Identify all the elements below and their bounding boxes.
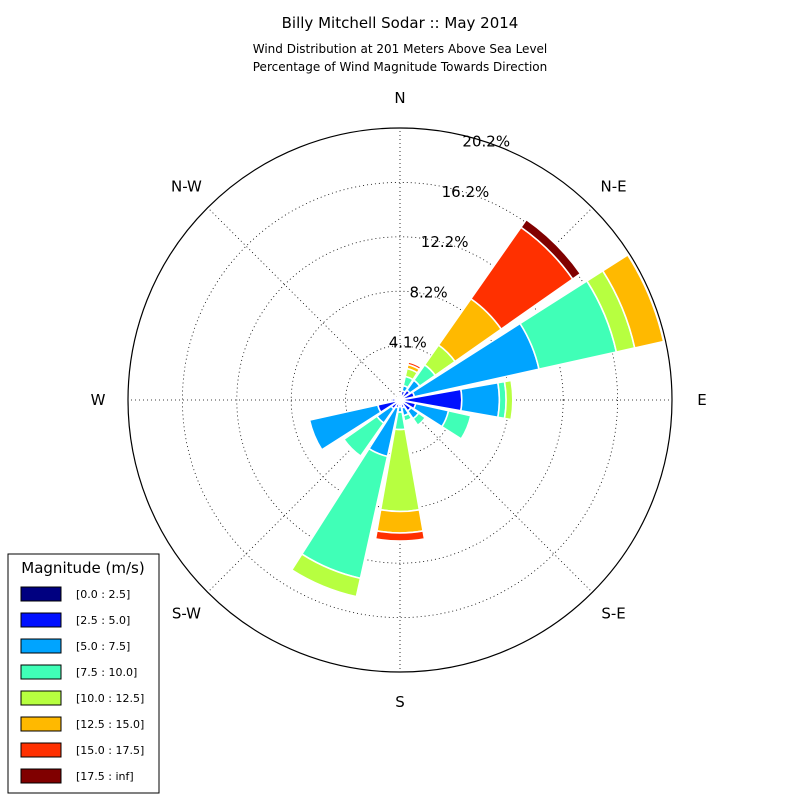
grid-ring-3: [236, 236, 564, 564]
grid-spoke: [207, 207, 401, 401]
legend-swatch-2: [20, 638, 62, 654]
legend-label-2: [5.0 : 7.5]: [76, 640, 130, 653]
grid-spoke: [399, 399, 593, 593]
wind-bar-sector-2-bin-5: [601, 253, 665, 349]
direction-label-n: N: [394, 89, 405, 107]
wind-bar-sector-3-bin-2: [459, 381, 501, 419]
polar-frame: [127, 127, 673, 673]
legend-label-4: [10.0 : 12.5]: [76, 692, 144, 705]
legend-label-5: [12.5 : 15.0]: [76, 718, 144, 731]
legend-swatch-4: [20, 690, 62, 706]
wind-bar-sector-1-bin-7: [519, 218, 582, 281]
direction-label-e: E: [697, 391, 706, 409]
legend-swatch-1: [20, 612, 62, 628]
legend-swatch-0: [20, 586, 62, 602]
legend-label-3: [7.5 : 10.0]: [76, 666, 137, 679]
wind-bar-sector-4-bin-3: [440, 409, 472, 441]
legend-label-6: [15.0 : 17.5]: [76, 744, 144, 757]
ring-label-1: 4.1%: [389, 334, 427, 352]
legend-label-0: [0.0 : 2.5]: [76, 588, 130, 601]
ring-label-5: 20.2%: [462, 133, 510, 151]
direction-label-n-e: N-E: [600, 177, 626, 195]
chart-subtitle-2: Percentage of Wind Magnitude Towards Dir…: [253, 60, 547, 74]
chart-title: Billy Mitchell Sodar :: May 2014: [282, 14, 519, 32]
direction-label-s: S: [395, 693, 405, 711]
legend: Magnitude (m/s) [0.0 : 2.5] [2.5 : 5.0] [5…: [7, 553, 160, 794]
wind-bar-sector-7-bin-6: [374, 530, 426, 542]
legend-label-1: [2.5 : 5.0]: [76, 614, 130, 627]
legend-swatch-7: [20, 768, 62, 784]
wind-bars: [290, 218, 665, 598]
wind-bar-sector-3-bin-4: [503, 379, 514, 421]
direction-label-s-w: S-W: [172, 605, 201, 623]
wind-bar-sector-5-bin-3: [411, 411, 427, 427]
legend-swatch-5: [20, 716, 62, 732]
wind-bar-sector-9-bin-3: [342, 415, 385, 458]
wind-bar-sector-6-bin-3: [402, 412, 413, 422]
legend-title: Magnitude (m/s): [21, 559, 144, 577]
wind-bar-sector-0-bin-6: [406, 361, 423, 371]
wind-bar-sector-10-bin-2: [308, 403, 382, 451]
direction-label-w: W: [91, 391, 106, 409]
direction-label-s-e: S-E: [601, 605, 625, 623]
ring-label-4: 16.2%: [442, 183, 490, 201]
wind-bar-sector-8-bin-4: [290, 552, 362, 598]
legend-swatch-3: [20, 664, 62, 680]
wind-bar-sector-7-bin-5: [375, 508, 425, 534]
direction-label-n-w: N-W: [171, 177, 202, 195]
legend-swatch-6: [20, 742, 62, 758]
grid-spoke: [207, 399, 401, 593]
wind-bar-sector-15-bin-1: [398, 393, 402, 399]
ring-label-2: 8.2%: [410, 283, 448, 301]
grid-ring-4: [181, 181, 619, 619]
chart-subtitle: Wind Distribution at 201 Meters Above Se…: [253, 42, 548, 56]
legend-items: [0.0 : 2.5] [2.5 : 5.0] [5.0 : 7.5] [7.5 : …: [20, 586, 144, 784]
direction-labels: N N-E E S-E S S-W W N-W: [91, 89, 707, 711]
ring-label-3: 12.2%: [421, 233, 469, 251]
legend-label-7: [17.5 : inf]: [76, 770, 134, 783]
ring-labels: 4.1% 8.2% 12.2% 16.2% 20.2%: [389, 133, 510, 352]
